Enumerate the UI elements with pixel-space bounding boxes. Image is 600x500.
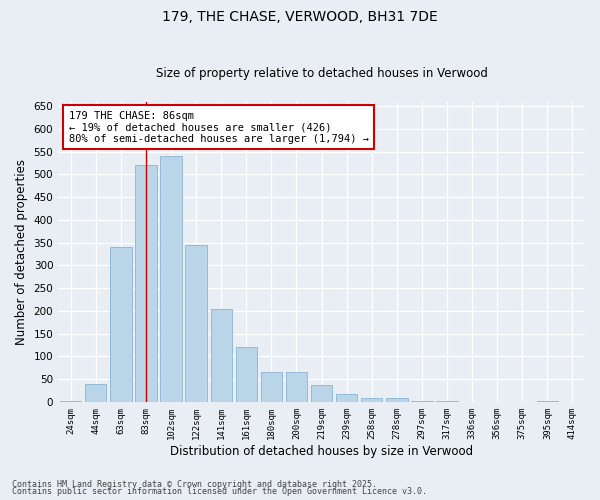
Text: 179 THE CHASE: 86sqm
← 19% of detached houses are smaller (426)
80% of semi-deta: 179 THE CHASE: 86sqm ← 19% of detached h… [69,110,369,144]
Bar [286,372,307,402]
Y-axis label: Number of detached properties: Number of detached properties [15,158,28,344]
Bar [160,156,182,402]
Bar [136,165,157,402]
Text: 179, THE CHASE, VERWOOD, BH31 7DE: 179, THE CHASE, VERWOOD, BH31 7DE [162,10,438,24]
Bar [386,398,407,402]
Bar [236,347,257,402]
Bar [85,384,106,402]
Bar [261,372,282,402]
Bar [110,247,131,402]
Bar [361,398,382,402]
Bar [211,308,232,402]
Bar [185,245,207,402]
Bar [60,401,82,402]
Bar [311,384,332,402]
Text: Contains HM Land Registry data © Crown copyright and database right 2025.: Contains HM Land Registry data © Crown c… [12,480,377,489]
Title: Size of property relative to detached houses in Verwood: Size of property relative to detached ho… [155,66,488,80]
Bar [336,394,358,402]
X-axis label: Distribution of detached houses by size in Verwood: Distribution of detached houses by size … [170,444,473,458]
Text: Contains public sector information licensed under the Open Government Licence v3: Contains public sector information licen… [12,487,427,496]
